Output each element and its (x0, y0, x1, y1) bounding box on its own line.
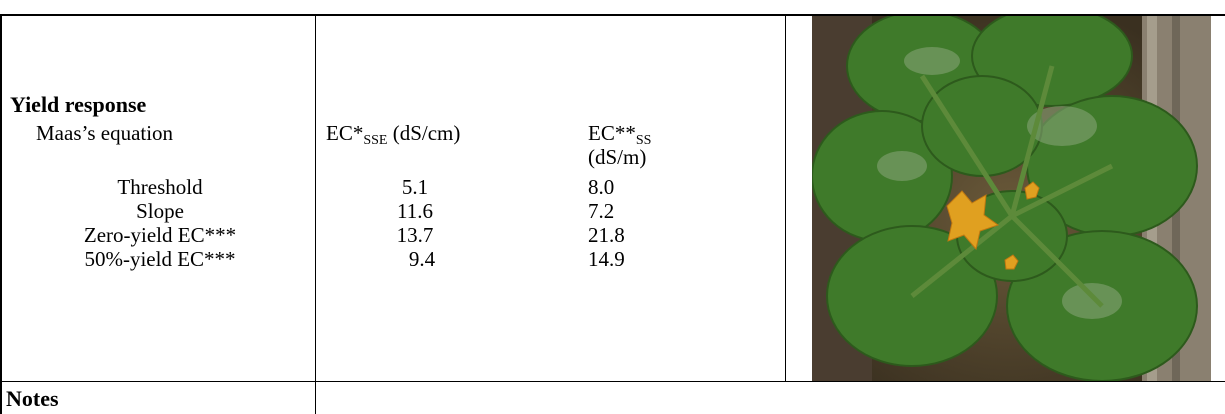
col1-header-unit: (dS/cm) (387, 121, 461, 145)
row-sse-value: 11.6 (397, 199, 433, 223)
row-ss-value: 21.8 (588, 223, 625, 247)
row-label: Threshold (117, 175, 203, 199)
row-ss-value: 8.0 (588, 175, 615, 199)
zucchini-plant-photo (812, 16, 1211, 381)
equation-label: Maas’s equation (36, 121, 174, 145)
col1-header-main: EC* (326, 121, 364, 145)
col2-header-main: EC** (588, 121, 636, 145)
section-title: Yield response (10, 92, 147, 117)
row-sse-value: 13.7 (396, 223, 434, 247)
col2-header-unit: (dS/m) (588, 145, 647, 169)
col2-header: EC**SS (588, 121, 652, 148)
table-left-border (0, 14, 2, 414)
row-label: 50%-yield EC*** (84, 247, 236, 271)
row-ss-value: 14.9 (588, 247, 625, 271)
col1-header: EC*SSE (dS/cm) (326, 121, 461, 148)
row-sse-value: 5.1 (401, 175, 429, 199)
row-label: Slope (136, 199, 184, 223)
row-divider (0, 381, 1225, 382)
column-divider-1 (315, 14, 316, 414)
row-label: Zero-yield EC*** (83, 223, 237, 247)
table-top-border (0, 14, 1225, 16)
column-divider-2 (785, 14, 786, 382)
col2-header-sub: SS (635, 133, 652, 148)
flowers (946, 181, 1040, 270)
row-sse-value: 9.4 (408, 247, 436, 271)
plant-illustration (812, 16, 1211, 381)
col1-header-sub: SSE (363, 133, 388, 148)
notes-label: Notes (6, 386, 59, 411)
row-ss-value: 7.2 (588, 199, 615, 223)
